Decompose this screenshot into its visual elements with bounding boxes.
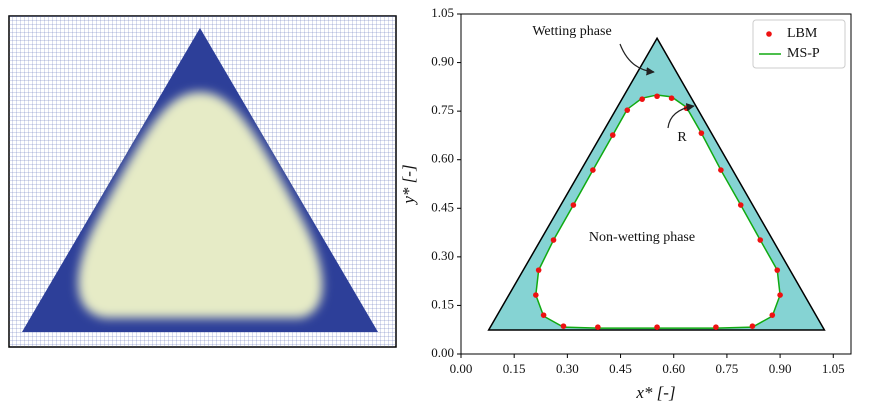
simulation-image (8, 15, 397, 348)
lbm-point (698, 130, 705, 136)
y-tick-label: 0.60 (431, 151, 454, 166)
x-tick-label: 0.15 (503, 361, 526, 376)
arrow (619, 43, 655, 76)
annotation: R (677, 130, 687, 145)
y-tick-label: 0.75 (431, 102, 454, 117)
lbm-point (570, 202, 577, 208)
x-tick-label: 0.75 (716, 361, 739, 376)
lbm-point (624, 107, 631, 113)
annotation: Wetting phase (532, 24, 611, 39)
x-tick-label: 0.90 (769, 361, 792, 376)
lbm-point (533, 292, 539, 298)
lbm-point (757, 237, 764, 243)
lbm-point (560, 323, 567, 329)
lbm-point (654, 324, 660, 330)
y-tick-label: 0.90 (431, 54, 454, 69)
lbm-point (774, 267, 781, 273)
annotation: Non-wetting phase (589, 230, 695, 245)
x-tick-label: 0.30 (556, 361, 579, 376)
lbm-point (749, 323, 756, 329)
ms-p-line (535, 94, 781, 329)
lbm-point (535, 267, 542, 273)
lbm-point (713, 324, 719, 330)
x-tick-label: 0.00 (450, 361, 473, 376)
lbm-point (550, 237, 557, 243)
axes-frame (460, 13, 852, 355)
x-tick-label: 1.05 (822, 361, 845, 376)
lbm-point (590, 167, 596, 173)
y-tick-label: 0.00 (431, 345, 454, 360)
lbm-point (609, 132, 616, 138)
lbm-point (718, 167, 724, 173)
lbm-point (639, 96, 645, 102)
y-tick-label: 0.15 (431, 296, 454, 311)
lbm-point (595, 324, 601, 330)
y-tick-label: 0.45 (431, 199, 454, 214)
legend-marker (766, 31, 772, 37)
legend-box (752, 19, 846, 69)
x-tick-label: 0.45 (609, 361, 632, 376)
lbm-point (737, 202, 744, 208)
y-tick-label: 0.30 (431, 248, 454, 263)
lbm-point (769, 312, 776, 318)
lbm-point (540, 312, 547, 318)
y-axis-label: y* [-] (399, 164, 418, 205)
lbm-point (668, 95, 675, 101)
y-tick-label: 1.05 (431, 5, 454, 20)
x-tick-label: 0.60 (662, 361, 685, 376)
lbm-point (777, 292, 783, 298)
x-axis-label: x* [-] (635, 383, 675, 402)
lbm-point (654, 93, 660, 100)
legend-label: LBM (787, 26, 818, 41)
legend-label: MS-P (787, 46, 820, 61)
arrow (667, 103, 695, 129)
